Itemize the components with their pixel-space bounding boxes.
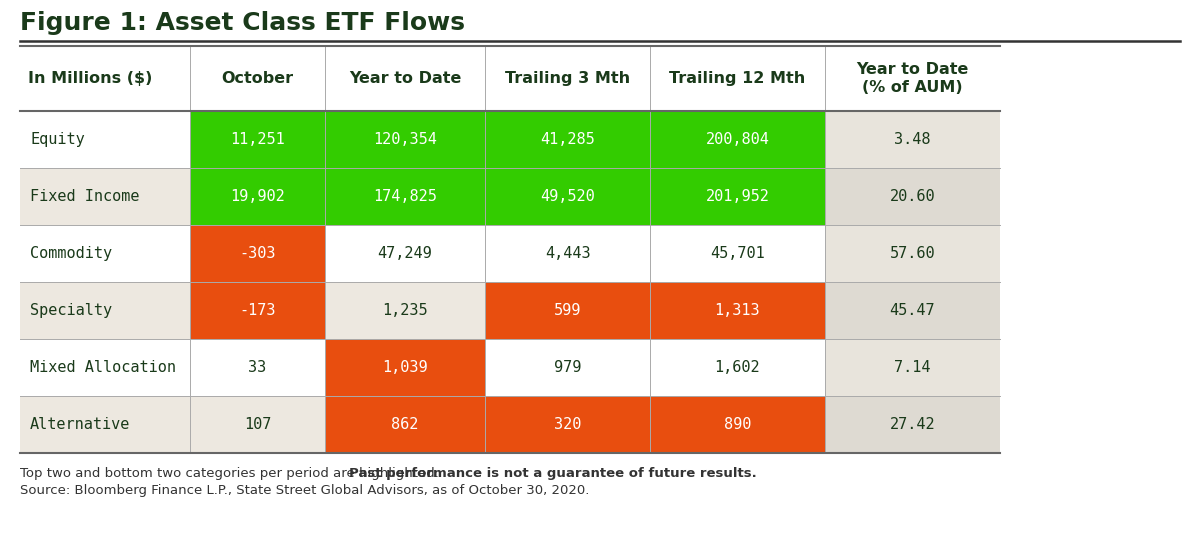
Text: Top two and bottom two categories per period are highlighted.: Top two and bottom two categories per pe… [20,467,443,480]
Bar [20,168,190,225]
Text: Equity: Equity [30,132,85,147]
Bar [650,339,826,396]
Text: 201,952: 201,952 [706,189,769,204]
Bar [650,225,826,282]
Bar [325,339,485,396]
Text: Mixed Allocation: Mixed Allocation [30,360,176,375]
Text: Specialty: Specialty [30,303,112,318]
Bar [190,282,325,339]
Text: 49,520: 49,520 [540,189,595,204]
Bar [325,168,485,225]
Bar [650,111,826,168]
Text: Year to Date: Year to Date [349,71,461,86]
Text: Trailing 3 Mth: Trailing 3 Mth [505,71,630,86]
Bar [650,168,826,225]
Bar [325,111,485,168]
Text: 57.60: 57.60 [889,246,935,261]
Text: 4,443: 4,443 [545,246,590,261]
Text: Figure 1: Asset Class ETF Flows: Figure 1: Asset Class ETF Flows [20,11,466,35]
Text: In Millions ($): In Millions ($) [28,71,152,86]
Text: 174,825: 174,825 [373,189,437,204]
Bar [485,111,650,168]
Text: Year to Date
(% of AUM): Year to Date (% of AUM) [857,62,968,94]
Text: 45,701: 45,701 [710,246,764,261]
Bar [826,396,1000,453]
Bar [826,168,1000,225]
Bar [650,282,826,339]
Bar [20,111,190,168]
Text: Fixed Income: Fixed Income [30,189,139,204]
Bar [190,168,325,225]
Bar [826,339,1000,396]
Text: -303: -303 [239,246,276,261]
Bar [485,282,650,339]
Bar [325,225,485,282]
Text: Alternative: Alternative [30,417,131,432]
Bar [20,46,1000,111]
Text: 1,039: 1,039 [382,360,428,375]
Text: 1,235: 1,235 [382,303,428,318]
Bar [485,168,650,225]
Text: 107: 107 [244,417,271,432]
Bar [485,225,650,282]
Text: 47,249: 47,249 [378,246,432,261]
Bar [826,282,1000,339]
Text: 890: 890 [724,417,751,432]
Text: October: October [222,71,294,86]
Bar [190,339,325,396]
Text: 862: 862 [391,417,419,432]
Bar [190,396,325,453]
Text: 7.14: 7.14 [894,360,931,375]
Text: Commodity: Commodity [30,246,112,261]
Text: 979: 979 [554,360,581,375]
Bar [325,282,485,339]
Bar [20,225,190,282]
Text: 45.47: 45.47 [889,303,935,318]
Text: 120,354: 120,354 [373,132,437,147]
Bar [826,225,1000,282]
Text: 599: 599 [554,303,581,318]
Text: 11,251: 11,251 [230,132,284,147]
Text: 19,902: 19,902 [230,189,284,204]
Text: 3.48: 3.48 [894,132,931,147]
Text: 41,285: 41,285 [540,132,595,147]
Bar [190,111,325,168]
Text: Source: Bloomberg Finance L.P., State Street Global Advisors, as of October 30, : Source: Bloomberg Finance L.P., State St… [20,484,589,497]
Bar [20,339,190,396]
Bar [20,396,190,453]
Bar [650,396,826,453]
Bar [485,339,650,396]
Text: 20.60: 20.60 [889,189,935,204]
Text: -173: -173 [239,303,276,318]
Text: 320: 320 [554,417,581,432]
Text: 1,602: 1,602 [715,360,761,375]
Text: 1,313: 1,313 [715,303,761,318]
Bar [826,111,1000,168]
Text: 33: 33 [248,360,266,375]
Bar [190,225,325,282]
Text: Trailing 12 Mth: Trailing 12 Mth [670,71,805,86]
Bar [325,396,485,453]
Text: Past performance is not a guarantee of future results.: Past performance is not a guarantee of f… [348,467,756,480]
Text: 27.42: 27.42 [889,417,935,432]
Bar [20,282,190,339]
Text: 200,804: 200,804 [706,132,769,147]
Bar [485,396,650,453]
